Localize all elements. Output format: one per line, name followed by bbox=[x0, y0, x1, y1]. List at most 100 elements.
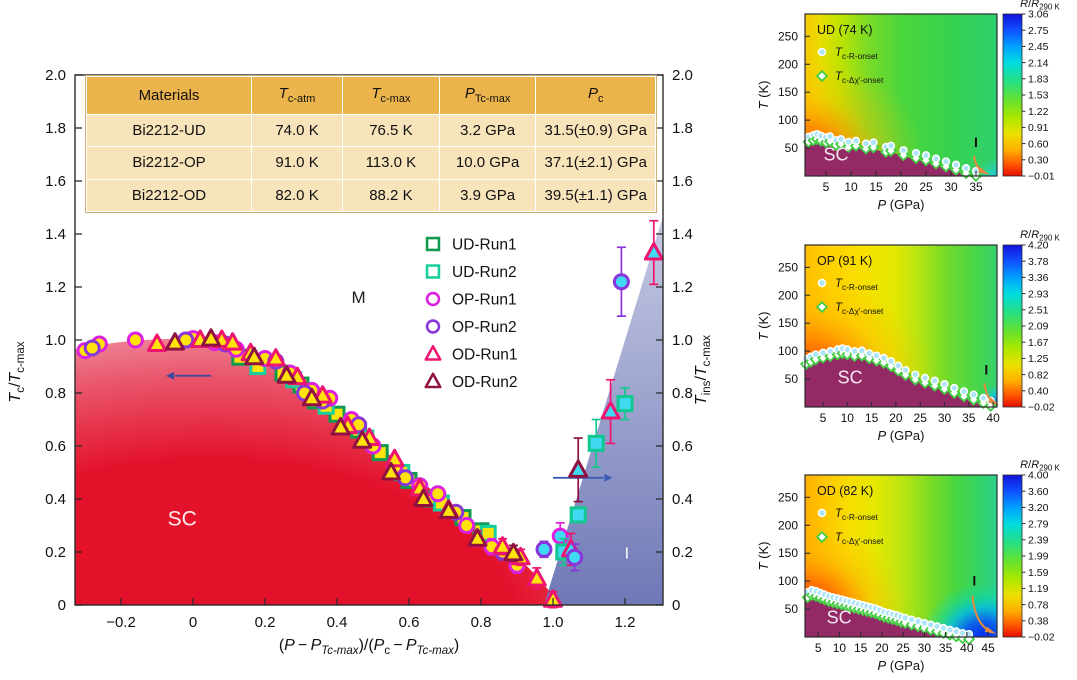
svg-text:4.00: 4.00 bbox=[1028, 470, 1049, 482]
svg-text:P (GPa): P (GPa) bbox=[878, 428, 925, 443]
svg-text:0: 0 bbox=[189, 614, 197, 631]
svg-text:1.2: 1.2 bbox=[45, 279, 66, 296]
series-OD-Run2 bbox=[165, 328, 524, 563]
svg-text:40: 40 bbox=[960, 641, 974, 655]
boundary-markers bbox=[801, 585, 976, 646]
svg-text:3.20: 3.20 bbox=[1028, 502, 1049, 514]
svg-text:1.99: 1.99 bbox=[1028, 551, 1049, 563]
insulator-label: I bbox=[984, 362, 988, 378]
svg-text:R/R290 K: R/R290 K bbox=[1020, 0, 1060, 12]
panel-title: OD (82 K) bbox=[817, 484, 873, 498]
svg-text:1.83: 1.83 bbox=[1028, 74, 1049, 86]
svg-text:0.2: 0.2 bbox=[45, 544, 66, 561]
svg-text:100: 100 bbox=[778, 113, 798, 127]
svg-text:0.60: 0.60 bbox=[1028, 138, 1049, 150]
table-cell: 39.5(±1.1) GPa bbox=[535, 178, 656, 213]
svg-text:10: 10 bbox=[833, 641, 847, 655]
svg-text:Tc-Δχ′-onset: Tc-Δχ′-onset bbox=[835, 302, 884, 316]
svg-text:1.8: 1.8 bbox=[45, 120, 66, 137]
svg-text:5: 5 bbox=[823, 180, 830, 194]
svg-text:1.0: 1.0 bbox=[543, 614, 564, 631]
region-label-SC: SC bbox=[168, 508, 197, 531]
legend-label-OP-Run1: OP-Run1 bbox=[452, 292, 517, 309]
insulator-label: I bbox=[974, 134, 978, 150]
table-header-1: Tc-atm bbox=[250, 76, 344, 115]
legend-label-OP-Run2: OP-Run2 bbox=[452, 319, 517, 336]
svg-text:0: 0 bbox=[672, 597, 680, 614]
svg-text:2.79: 2.79 bbox=[1028, 518, 1049, 530]
svg-text:2.14: 2.14 bbox=[1028, 57, 1049, 69]
heatmap-panel-OP: SC I OP (91 K) Tc-R-onset Tc-Δχ′-onset 5 10 15 2… bbox=[756, 229, 1061, 443]
svg-text:30: 30 bbox=[918, 641, 932, 655]
table-cell: Bi2212-UD bbox=[86, 113, 252, 148]
svg-text:150: 150 bbox=[778, 316, 798, 330]
region-label-M: M bbox=[352, 288, 366, 307]
svg-text:2.51: 2.51 bbox=[1028, 305, 1049, 317]
svg-text:20: 20 bbox=[894, 180, 908, 194]
materials-table: Materials Tc-atm Tc-max PTc-max Pc Bi2212-UD 7… bbox=[85, 75, 657, 213]
legend-label-OD-Run2: OD-Run2 bbox=[452, 374, 517, 391]
svg-text:250: 250 bbox=[778, 490, 798, 504]
table-cell: Bi2212-OD bbox=[86, 178, 252, 213]
svg-text:1.22: 1.22 bbox=[1028, 106, 1049, 118]
svg-text:20: 20 bbox=[889, 411, 903, 425]
svg-text:1.67: 1.67 bbox=[1028, 337, 1049, 349]
svg-text:0.91: 0.91 bbox=[1028, 122, 1049, 134]
boundary-markers bbox=[799, 344, 997, 412]
svg-text:0.4: 0.4 bbox=[45, 491, 66, 508]
svg-text:200: 200 bbox=[778, 518, 798, 532]
svg-text:Tc-R-onset: Tc-R-onset bbox=[835, 508, 879, 522]
svg-text:1.0: 1.0 bbox=[45, 332, 66, 349]
svg-text:0.4: 0.4 bbox=[672, 491, 693, 508]
svg-text:50: 50 bbox=[785, 141, 799, 155]
svg-text:2.0: 2.0 bbox=[45, 67, 66, 84]
svg-text:200: 200 bbox=[778, 288, 798, 302]
table-cell: 31.5(±0.9) GPa bbox=[535, 113, 656, 148]
table-row: Bi2212-OD 82.0 K 88.2 K 3.9 GPa 39.5(±1.1) G… bbox=[86, 178, 656, 213]
svg-text:25: 25 bbox=[919, 180, 933, 194]
svg-text:0.30: 0.30 bbox=[1028, 155, 1049, 167]
svg-text:4.20: 4.20 bbox=[1028, 240, 1049, 252]
svg-text:Tc-Δχ′-onset: Tc-Δχ′-onset bbox=[835, 71, 884, 85]
svg-text:15: 15 bbox=[869, 180, 883, 194]
table-header-0: Materials bbox=[86, 76, 252, 115]
svg-text:3.78: 3.78 bbox=[1028, 256, 1049, 268]
svg-text:2.93: 2.93 bbox=[1028, 288, 1049, 300]
insulator-region bbox=[544, 215, 664, 605]
svg-text:40: 40 bbox=[986, 411, 1000, 425]
svg-text:R/R290 K: R/R290 K bbox=[1020, 229, 1060, 243]
svg-text:1.4: 1.4 bbox=[672, 226, 693, 243]
svg-text:0.6: 0.6 bbox=[672, 438, 693, 455]
svg-text:0.4: 0.4 bbox=[327, 614, 348, 631]
svg-text:0.2: 0.2 bbox=[255, 614, 276, 631]
svg-text:2.75: 2.75 bbox=[1028, 25, 1049, 37]
sc-label: SC bbox=[824, 144, 849, 164]
main-axes: −0.2 0 0.2 0.4 0.6 0.8 1.0 1.2 0 0 0.2 0.2 0.4 0.4 0.6… bbox=[7, 67, 713, 657]
sc-region bbox=[805, 354, 997, 407]
table-cell: 113.0 K bbox=[342, 146, 440, 180]
svg-text:1.25: 1.25 bbox=[1028, 353, 1049, 365]
svg-text:15: 15 bbox=[865, 411, 879, 425]
table-cell: 76.5 K bbox=[342, 113, 440, 148]
main-legend: UD-Run1 UD-Run2 OP-Run1 OP-Run2 OD-Run1 OD-Ru… bbox=[424, 237, 517, 391]
svg-text:1.59: 1.59 bbox=[1028, 567, 1049, 579]
svg-text:5: 5 bbox=[815, 641, 822, 655]
svg-text:200: 200 bbox=[778, 57, 798, 71]
svg-text:−0.02: −0.02 bbox=[1028, 632, 1055, 644]
svg-text:(P − PTc-max)/(Pc − PTc-max): (P − PTc-max)/(Pc − PTc-max) bbox=[279, 637, 459, 657]
svg-text:0.2: 0.2 bbox=[672, 544, 693, 561]
svg-text:50: 50 bbox=[785, 372, 799, 386]
svg-text:30: 30 bbox=[938, 411, 952, 425]
panel-title: UD (74 K) bbox=[817, 23, 873, 37]
legend-label-UD-Run2: UD-Run2 bbox=[452, 264, 517, 281]
svg-text:0.8: 0.8 bbox=[471, 614, 492, 631]
main-phase-diagram: M SC I −0.2 0 0.2 0.4 0.6 0.8 1.0 1.2 0 0 0.2 0.2 0.4 0.… bbox=[7, 67, 713, 657]
svg-text:0.78: 0.78 bbox=[1028, 599, 1049, 611]
svg-text:−0.2: −0.2 bbox=[106, 614, 136, 631]
svg-text:T (K): T (K) bbox=[756, 81, 771, 110]
panel-title: OP (91 K) bbox=[817, 254, 872, 268]
svg-text:Tc-R-onset: Tc-R-onset bbox=[835, 278, 879, 292]
table-cell: Bi2212-OP bbox=[86, 146, 252, 180]
